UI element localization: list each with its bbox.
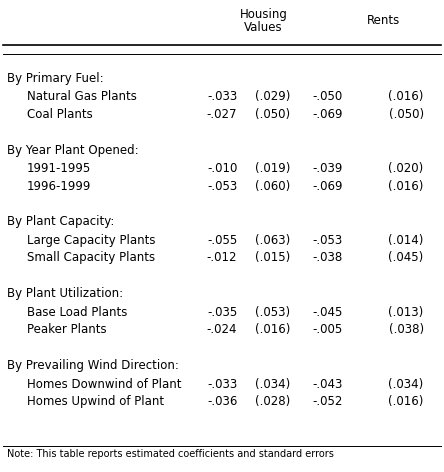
Text: (.016): (.016) — [388, 179, 424, 193]
Text: -.039: -.039 — [312, 162, 343, 175]
Text: -.033: -.033 — [207, 378, 238, 391]
Text: (.053): (.053) — [255, 306, 290, 319]
Text: Housing: Housing — [240, 8, 288, 20]
Text: (.034): (.034) — [255, 378, 290, 391]
Text: -.033: -.033 — [207, 91, 238, 103]
Text: (.016): (.016) — [254, 323, 290, 336]
Text: -.053: -.053 — [312, 234, 343, 247]
Text: Natural Gas Plants: Natural Gas Plants — [27, 91, 137, 103]
Text: 1991-1995: 1991-1995 — [27, 162, 91, 175]
Text: (.034): (.034) — [388, 378, 424, 391]
Text: (.019): (.019) — [254, 162, 290, 175]
Text: By Year Plant Opened:: By Year Plant Opened: — [7, 143, 139, 157]
Text: 1996-1999: 1996-1999 — [27, 179, 91, 193]
Text: Small Capacity Plants: Small Capacity Plants — [27, 252, 155, 264]
Text: Values: Values — [244, 22, 283, 34]
Text: -.045: -.045 — [312, 306, 343, 319]
Text: -.038: -.038 — [312, 252, 343, 264]
Text: Base Load Plants: Base Load Plants — [27, 306, 127, 319]
Text: -.043: -.043 — [312, 378, 343, 391]
Text: (.013): (.013) — [388, 306, 424, 319]
Text: Large Capacity Plants: Large Capacity Plants — [27, 234, 155, 247]
Text: (.016): (.016) — [388, 395, 424, 408]
Text: Note: This table reports estimated coefficients and standard errors: Note: This table reports estimated coeff… — [7, 449, 334, 459]
Text: -.010: -.010 — [207, 162, 238, 175]
Text: -.035: -.035 — [207, 306, 238, 319]
Text: (.050): (.050) — [388, 108, 424, 121]
Text: (.020): (.020) — [388, 162, 424, 175]
Text: -.069: -.069 — [312, 179, 343, 193]
Text: (.014): (.014) — [388, 234, 424, 247]
Text: (.050): (.050) — [255, 108, 290, 121]
Text: -.005: -.005 — [312, 323, 343, 336]
Text: Peaker Plants: Peaker Plants — [27, 323, 107, 336]
Text: Rents: Rents — [366, 15, 400, 27]
Text: Homes Upwind of Plant: Homes Upwind of Plant — [27, 395, 164, 408]
Text: -.050: -.050 — [312, 91, 343, 103]
Text: -.053: -.053 — [207, 179, 238, 193]
Text: Coal Plants: Coal Plants — [27, 108, 93, 121]
Text: (.029): (.029) — [254, 91, 290, 103]
Text: -.012: -.012 — [207, 252, 238, 264]
Text: By Prevailing Wind Direction:: By Prevailing Wind Direction: — [7, 359, 179, 372]
Text: By Plant Capacity:: By Plant Capacity: — [7, 216, 115, 228]
Text: Homes Downwind of Plant: Homes Downwind of Plant — [27, 378, 182, 391]
Text: (.045): (.045) — [388, 252, 424, 264]
Text: -.024: -.024 — [207, 323, 238, 336]
Text: (.016): (.016) — [388, 91, 424, 103]
Text: (.028): (.028) — [255, 395, 290, 408]
Text: -.069: -.069 — [312, 108, 343, 121]
Text: -.052: -.052 — [312, 395, 343, 408]
Text: -.036: -.036 — [207, 395, 238, 408]
Text: (.060): (.060) — [255, 179, 290, 193]
Text: By Primary Fuel:: By Primary Fuel: — [7, 72, 104, 85]
Text: -.055: -.055 — [207, 234, 238, 247]
Text: -.027: -.027 — [207, 108, 238, 121]
Text: By Plant Utilization:: By Plant Utilization: — [7, 287, 123, 300]
Text: (.038): (.038) — [388, 323, 424, 336]
Text: (.063): (.063) — [255, 234, 290, 247]
Text: (.015): (.015) — [255, 252, 290, 264]
